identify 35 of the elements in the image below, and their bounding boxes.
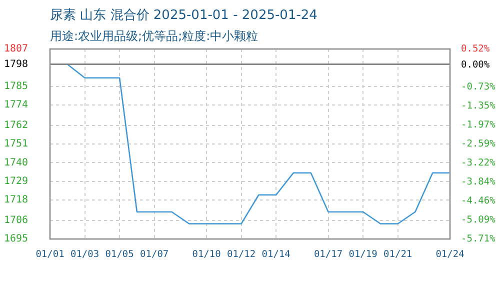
y-tick-label: 1751 [4, 138, 28, 150]
x-tick-label: 01/07 [140, 249, 169, 260]
y-tick-label: 1785 [4, 80, 28, 92]
y2-tick-label: -2.59% [461, 138, 496, 150]
y-tick-label: 1706 [4, 214, 28, 226]
y-tick-label: 1774 [4, 100, 28, 111]
x-tick-label: 01/05 [105, 249, 134, 260]
chart-subtitle: 用途:农业用品级;优等品;粒度:中小颗粒 [50, 28, 258, 45]
x-tick-label: 01/24 [436, 249, 465, 260]
chart-title: 尿素 山东 混合价 2025-01-01 - 2025-01-24 [50, 7, 318, 24]
x-tick-label: 01/03 [70, 249, 100, 260]
y2-tick-label: -5.09% [461, 214, 496, 226]
y2-tick-label: 0.00% [461, 59, 490, 70]
x-tick-label: 01/01 [36, 249, 65, 260]
x-tick-label: 01/12 [227, 249, 256, 260]
y2-tick-label: -4.46% [461, 195, 496, 206]
y2-tick-label: -5.71% [461, 233, 496, 244]
x-tick-label: 01/10 [192, 249, 222, 260]
y-tick-label: 1807 [4, 44, 28, 55]
y-tick-label: 1762 [4, 120, 28, 131]
y-tick-label: 1740 [4, 157, 28, 168]
y2-tick-label: -1.35% [461, 100, 496, 112]
x-tick-label: 01/21 [384, 249, 412, 260]
y2-tick-label: 0.52% [461, 43, 490, 54]
y2-tick-label: -3.22% [461, 158, 496, 169]
y-tick-label: 1729 [4, 176, 28, 187]
y2-tick-label: -3.84% [461, 176, 496, 188]
x-tick-label: 01/14 [262, 249, 291, 260]
y-tick-label: 1798 [4, 58, 28, 70]
x-tick-label: 01/17 [314, 249, 343, 260]
x-tick-label: 01/19 [348, 249, 378, 260]
y-tick-label: 1718 [4, 194, 28, 206]
y2-tick-label: -0.73% [461, 82, 496, 93]
y2-tick-label: -1.97% [461, 119, 496, 130]
y-tick-label: 1695 [4, 234, 28, 245]
